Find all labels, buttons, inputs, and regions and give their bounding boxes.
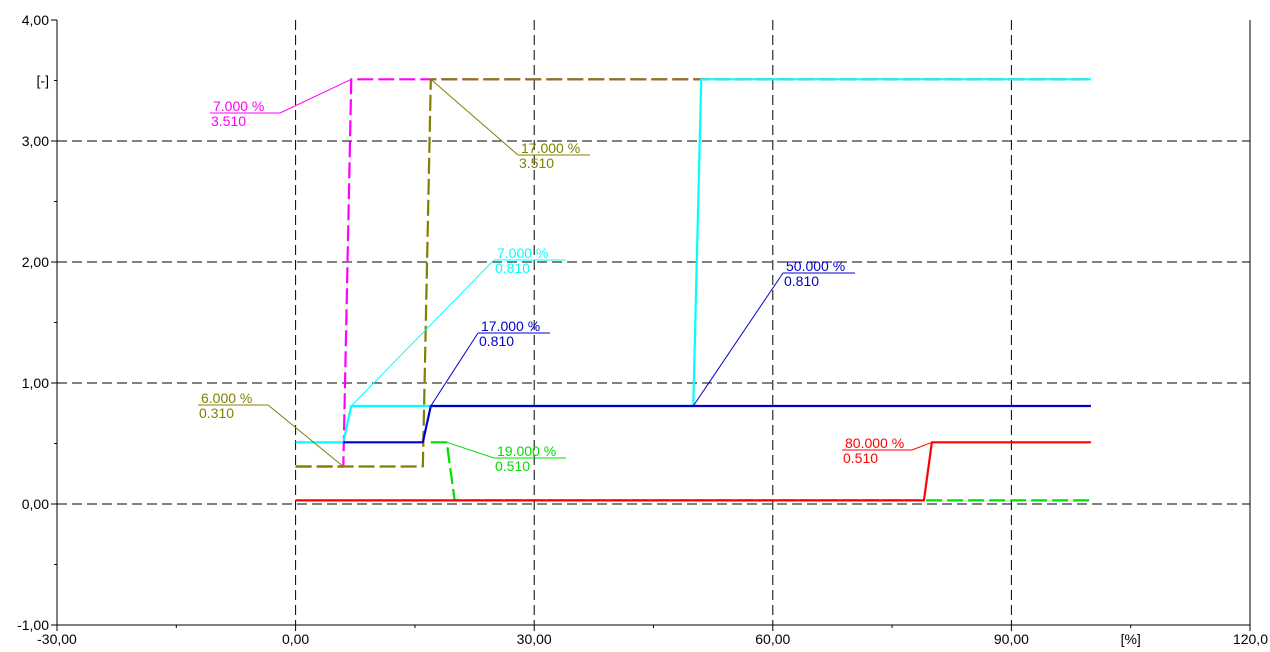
callout-leader <box>350 259 495 407</box>
callout-x-label: 6.000 % <box>201 390 252 406</box>
y-tick-label: -1,00 <box>17 617 49 633</box>
x-tick-label: 120,0 <box>1233 631 1268 647</box>
series-lines <box>295 78 1091 502</box>
grid-lines <box>57 20 1250 625</box>
callout-x-label: 7.000 % <box>497 245 548 261</box>
series-line <box>295 78 1091 468</box>
callout-y-label: 3.510 <box>519 155 554 171</box>
callout-y-label: 0.810 <box>495 260 530 276</box>
x-tick-label: 30,00 <box>517 631 552 647</box>
x-tick-label: -30,00 <box>37 631 77 647</box>
callout-x-label: 80.000 % <box>845 435 904 451</box>
y-tick-label: 2,00 <box>22 254 49 270</box>
y-tick-label: 3,00 <box>22 133 49 149</box>
callout-y-label: 0.810 <box>784 273 819 289</box>
callout-leader <box>267 404 344 467</box>
callout-leader <box>446 441 495 459</box>
callout-leader <box>279 78 352 114</box>
series-line <box>343 404 1091 444</box>
callout-y-label: 0.510 <box>495 458 530 474</box>
x-tick-label: 90,00 <box>994 631 1029 647</box>
callout-leader <box>430 78 519 156</box>
callout-leader <box>911 441 933 451</box>
callout-leader <box>692 272 784 407</box>
y-tick-label: 4,00 <box>22 12 49 28</box>
callout-leader <box>430 332 479 407</box>
series-line <box>295 441 1091 502</box>
y-tick-label: 1,00 <box>22 375 49 391</box>
callout-y-label: 0.510 <box>843 450 878 466</box>
callout-x-label: 7.000 % <box>213 98 264 114</box>
axes <box>51 19 1251 631</box>
x-tick-label: 0,00 <box>282 631 309 647</box>
callout-y-label: 0.810 <box>479 333 514 349</box>
x-tick-label: 60,00 <box>755 631 790 647</box>
y-tick-label: 0,00 <box>22 496 49 512</box>
series-line <box>295 78 1091 468</box>
y-unit-label: [-] <box>37 73 49 89</box>
x-unit-label: [%] <box>1121 631 1141 647</box>
callout-y-label: 0.310 <box>199 405 234 421</box>
callout-x-label: 50.000 % <box>786 258 845 274</box>
callout-y-label: 3.510 <box>211 113 246 129</box>
callout-x-label: 17.000 % <box>481 318 540 334</box>
tick-labels: -1,00 0,00 1,00 2,00 3,00 4,00 -30,00 0,00 30,00… <box>17 12 1268 647</box>
series-line <box>295 78 1091 444</box>
callout-x-label: 17.000 % <box>521 140 580 156</box>
callout-x-label: 19.000 % <box>497 443 556 459</box>
